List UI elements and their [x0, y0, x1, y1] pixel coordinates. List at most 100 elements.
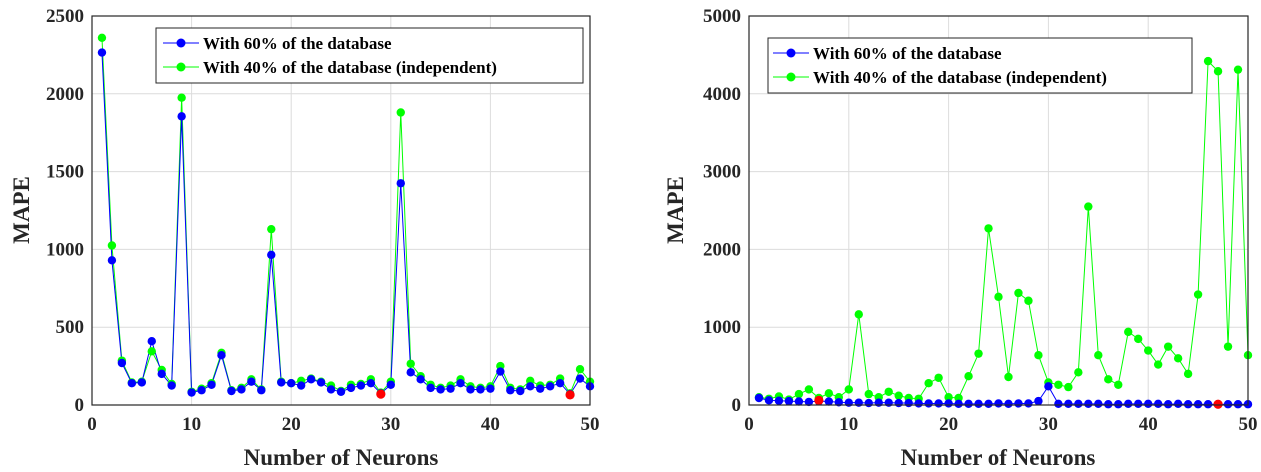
data-point-series-1: [1163, 400, 1173, 409]
data-point-series-1: [127, 379, 137, 388]
data-point-series-2: [177, 93, 186, 102]
data-point-series-1: [1004, 399, 1013, 409]
x-tick-label: 50: [1239, 414, 1258, 435]
data-point-series-1: [1064, 399, 1073, 409]
data-point-series-1: [944, 399, 953, 408]
data-point-series-1: [536, 384, 545, 393]
legend-marker-series-2: [786, 72, 796, 82]
data-point-series-1: [1173, 399, 1183, 409]
minimum-point-marker: [1213, 399, 1223, 409]
data-point-series-2: [864, 389, 873, 399]
data-point-series-2: [1084, 202, 1093, 211]
data-point-series-1: [117, 358, 127, 368]
data-point-series-1: [446, 384, 455, 393]
data-point-series-1: [346, 383, 356, 393]
data-point-series-1: [864, 398, 873, 408]
data-point-series-1: [277, 378, 286, 387]
data-point-series-2: [964, 372, 973, 381]
y-tick-label: 1500: [46, 162, 84, 183]
data-point-series-1: [306, 375, 316, 384]
data-point-series-2: [1114, 380, 1123, 389]
data-point-series-1: [237, 385, 246, 394]
data-point-series-1: [296, 381, 306, 390]
data-point-series-2: [1173, 354, 1183, 363]
data-point-series-1: [466, 385, 475, 394]
data-point-series-2: [1004, 372, 1013, 382]
data-point-series-1: [1233, 400, 1243, 409]
legend-label-series-2: With 40% of the database (independent): [813, 68, 1107, 87]
data-point-series-1: [1054, 399, 1063, 409]
data-point-series-1: [1134, 399, 1143, 409]
legend-marker-series-1: [786, 48, 796, 58]
data-point-series-1: [416, 375, 425, 384]
data-point-series-1: [1193, 400, 1203, 409]
data-point-series-2: [107, 241, 117, 250]
y-tick-label: 2500: [46, 6, 84, 27]
y-tick-label: 0: [75, 395, 85, 416]
data-point-series-1: [924, 399, 933, 408]
data-point-series-2: [954, 393, 963, 403]
data-point-series-1: [784, 396, 794, 406]
data-point-series-2: [984, 224, 993, 233]
data-point-series-2: [854, 310, 863, 319]
data-point-series-2: [97, 33, 107, 42]
data-point-series-2: [974, 349, 983, 358]
data-point-series-2: [934, 373, 943, 382]
data-point-series-1: [1223, 400, 1233, 409]
data-point-series-2: [1024, 296, 1033, 305]
data-point-series-1: [287, 379, 296, 388]
data-point-series-1: [267, 250, 276, 260]
data-point-series-2: [575, 365, 585, 374]
data-point-series-2: [1144, 346, 1153, 355]
data-point-series-1: [147, 337, 156, 346]
data-point-series-1: [1044, 382, 1053, 391]
x-tick-label: 0: [87, 414, 97, 435]
data-point-series-1: [764, 396, 774, 405]
data-point-series-2: [1193, 290, 1203, 299]
y-axis-label: MAPE: [663, 176, 688, 244]
legend-label-series-1: With 60% of the database: [813, 44, 1002, 63]
x-tick-label: 40: [481, 414, 500, 435]
data-point-series-1: [187, 388, 196, 397]
data-point-series-1: [984, 399, 993, 409]
legend-box: [767, 37, 1193, 94]
series-points: [97, 33, 595, 400]
axes-box: [748, 15, 1249, 406]
data-point-series-1: [555, 379, 565, 388]
data-point-series-2: [1014, 288, 1023, 298]
data-point-series-2: [1203, 56, 1213, 66]
data-point-series-1: [1084, 399, 1093, 409]
data-point-series-1: [366, 379, 376, 388]
data-point-series-2: [794, 389, 804, 399]
legend-label-series-2: With 40% of the database (independent): [203, 58, 497, 77]
data-point-series-2: [924, 379, 933, 388]
legend-marker-series-1: [176, 38, 186, 48]
data-point-series-1: [207, 380, 216, 389]
data-point-series-1: [824, 397, 834, 406]
data-point-series-1: [167, 381, 176, 390]
data-point-series-1: [217, 351, 226, 360]
x-tick-label: 20: [282, 414, 301, 435]
data-point-series-2: [396, 108, 405, 117]
data-point-series-2: [944, 393, 953, 402]
data-point-series-1: [545, 382, 555, 391]
data-point-series-1: [247, 377, 256, 386]
data-point-series-2: [824, 389, 834, 398]
data-point-series-1: [1104, 400, 1113, 409]
data-point-series-1: [1124, 399, 1133, 409]
data-point-series-2: [1074, 368, 1083, 377]
data-point-series-1: [97, 48, 107, 57]
data-point-series-1: [356, 381, 366, 390]
data-point-series-1: [754, 393, 764, 403]
data-point-series-2: [844, 385, 853, 394]
y-tick-label: 4000: [703, 84, 741, 105]
series-points: [754, 56, 1253, 409]
y-tick-label: 3000: [703, 162, 741, 183]
data-point-series-1: [1024, 399, 1033, 408]
data-point-series-2: [994, 292, 1003, 302]
data-point-series-2: [1223, 342, 1233, 351]
data-point-series-1: [396, 179, 405, 188]
data-point-series-2: [1034, 351, 1043, 360]
minimum-point-marker: [565, 390, 575, 400]
